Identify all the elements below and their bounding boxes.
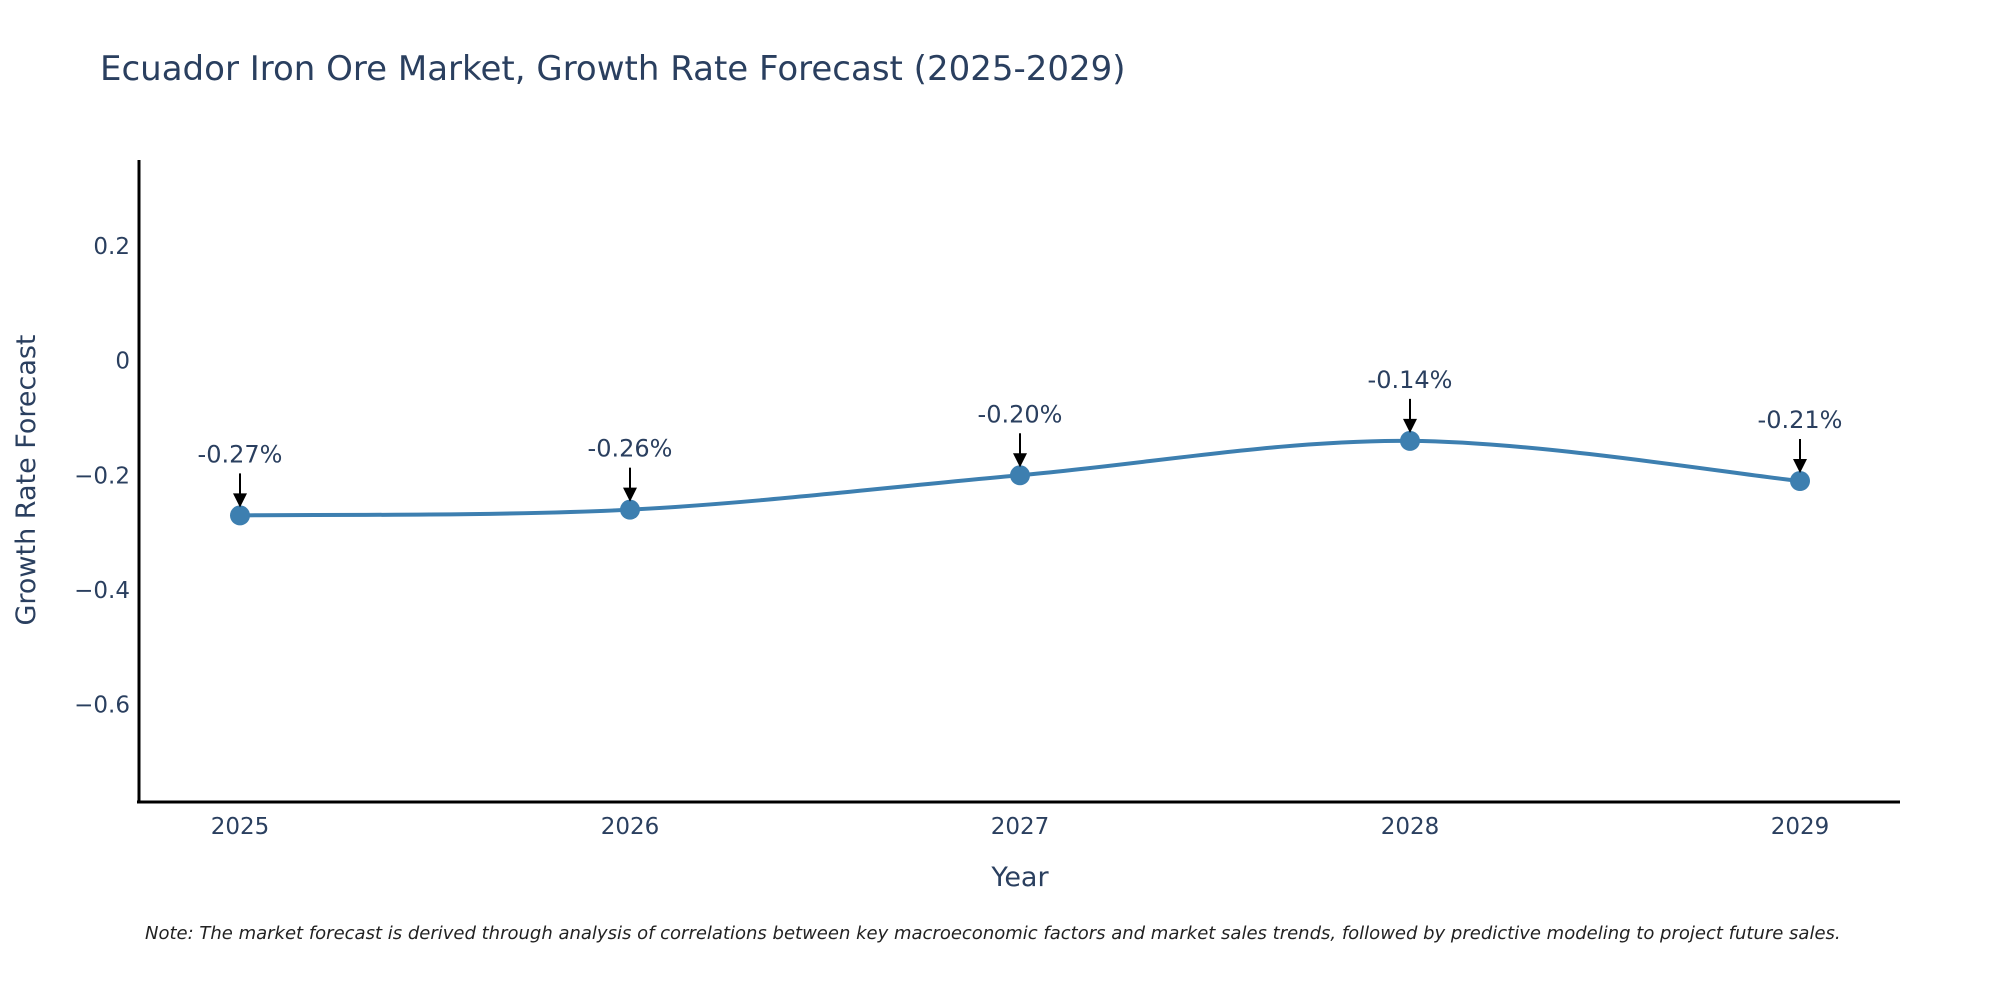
x-tick-labels: 2025 2026 2027 2028 2029 [211, 814, 1830, 840]
data-point [1400, 430, 1420, 451]
annotation-label: -0.20% [978, 400, 1063, 428]
data-points [230, 430, 1810, 526]
annotation-label: -0.26% [588, 435, 673, 463]
x-tick-label: 2027 [991, 814, 1050, 840]
annotation-arrow-head [623, 487, 637, 502]
footnote: Note: The market forecast is derived thr… [145, 923, 1841, 944]
y-tick-label: −0.6 [74, 693, 130, 719]
annotation-arrow-head [1793, 459, 1807, 473]
annotations: -0.27% -0.26% -0.20% -0.14% -0.21% [198, 366, 1843, 508]
y-tick-labels: 0.2 0 −0.2 −0.4 −0.6 [74, 234, 130, 719]
y-tick-label: 0 [115, 349, 130, 375]
data-point [1010, 465, 1030, 486]
y-axis-title: Growth Rate Forecast [11, 334, 42, 625]
x-tick-label: 2028 [1381, 814, 1440, 840]
y-tick-label: 0.2 [93, 234, 130, 260]
axes [137, 160, 1900, 804]
y-tick-label: −0.4 [74, 578, 130, 604]
annotation-label: -0.27% [198, 440, 283, 468]
annotation-arrow-head [1013, 453, 1027, 468]
chart-title: Ecuador Iron Ore Market, Growth Rate For… [100, 49, 1126, 89]
x-tick-label: 2025 [211, 814, 270, 840]
x-tick-label: 2026 [601, 814, 660, 840]
data-point [1790, 471, 1810, 491]
annotation-arrow-head [1403, 418, 1417, 433]
annotation-label: -0.21% [1758, 406, 1843, 434]
y-tick-label: −0.2 [74, 463, 130, 489]
data-point [230, 505, 250, 526]
x-tick-label: 2029 [1771, 814, 1830, 840]
data-point [620, 499, 640, 520]
annotation-arrow-head [233, 493, 247, 508]
annotation-label: -0.14% [1368, 366, 1453, 394]
x-axis-title: Year [990, 862, 1049, 893]
